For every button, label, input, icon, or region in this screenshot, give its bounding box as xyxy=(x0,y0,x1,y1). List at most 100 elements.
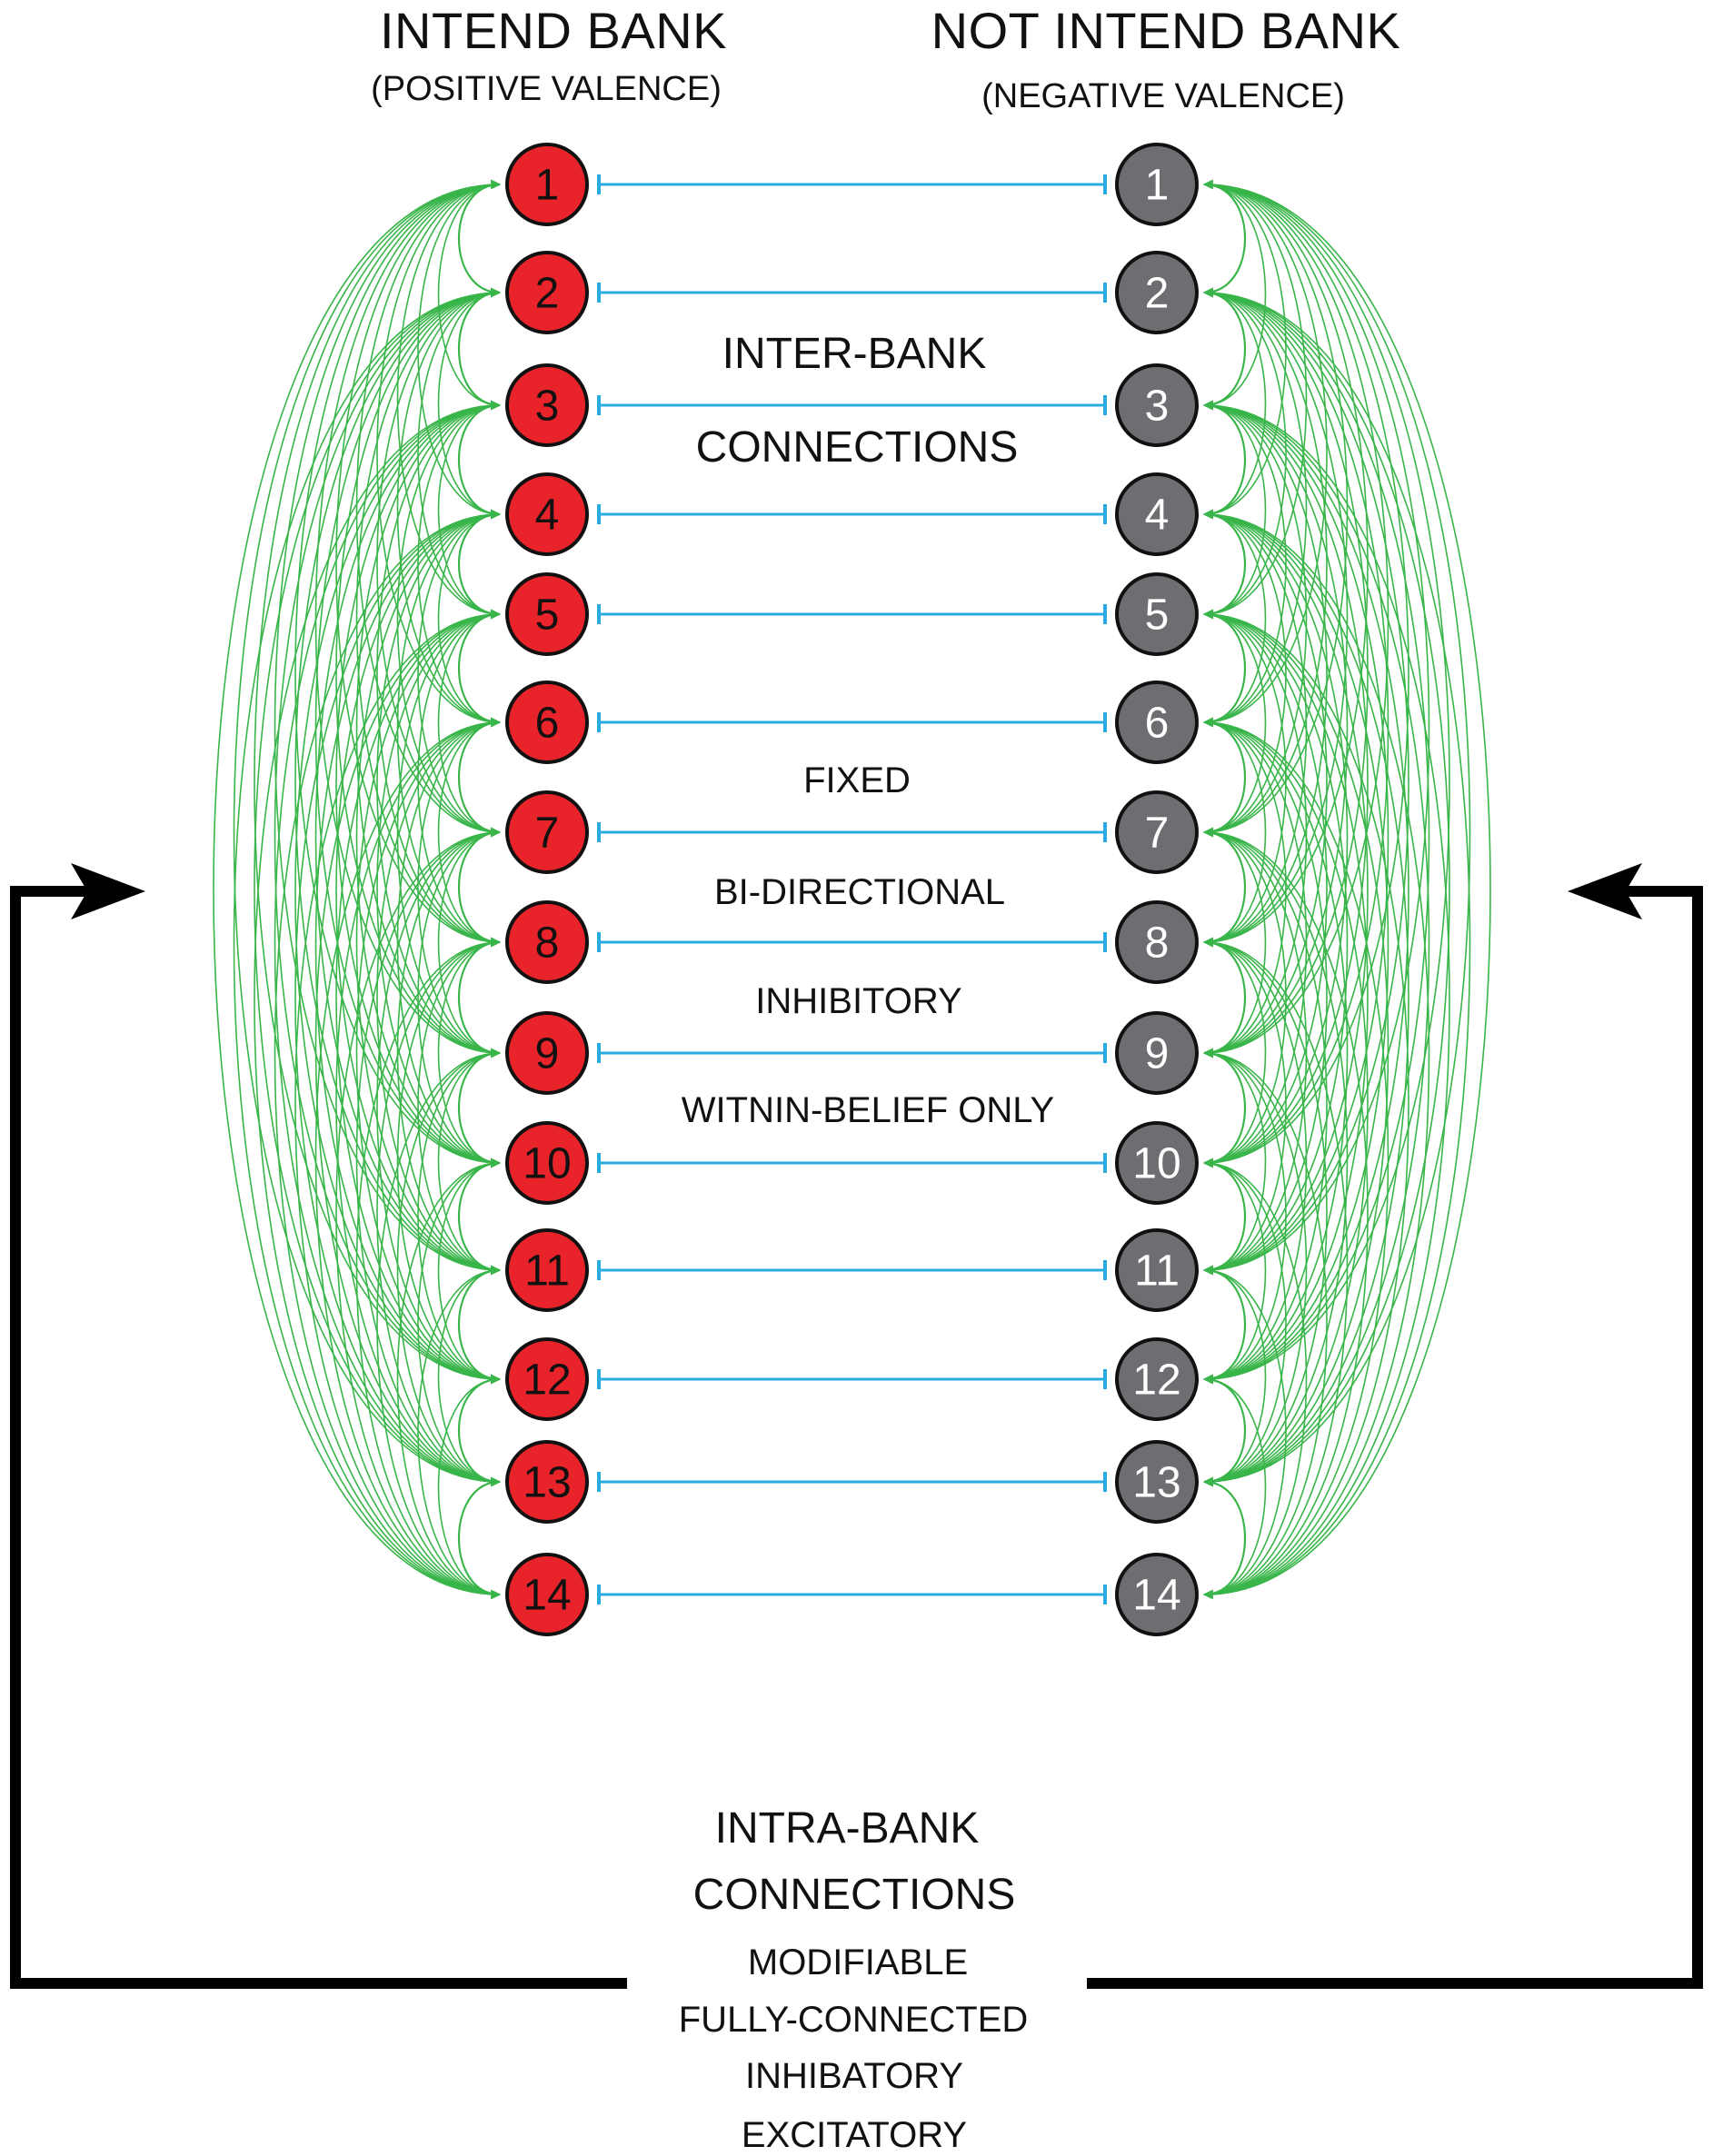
right-intra-arc-1-13 xyxy=(1203,181,1471,1485)
left-intra-arc-5-12 xyxy=(335,611,501,1383)
not-intend-node-7-circle xyxy=(1115,790,1199,874)
right-intra-arc-7-11 xyxy=(1203,829,1308,1274)
left-intra-arc-11-12 xyxy=(457,1265,502,1385)
not-intend-node-9: 9 xyxy=(1115,1011,1199,1095)
intend-node-13-label: 13 xyxy=(523,1459,571,1507)
not-intend-node-7-label: 7 xyxy=(1145,810,1170,858)
right-intra-arc-4-12 xyxy=(1203,511,1389,1383)
not-intend-node-13: 13 xyxy=(1115,1440,1199,1524)
right-intra-arc-5-12 xyxy=(1203,611,1369,1383)
left-intra-arc-1-10 xyxy=(294,181,501,1167)
not-intend-node-11-label: 11 xyxy=(1134,1247,1180,1296)
right-feedback-line xyxy=(1087,886,1703,1989)
not-intend-node-12-circle xyxy=(1115,1337,1199,1421)
left-intra-arc-8-12 xyxy=(396,939,501,1383)
right-intra-arc-1-3 xyxy=(1203,181,1267,409)
left-intra-arc-4-14 xyxy=(274,511,501,1598)
left-intra-arc-3-12 xyxy=(294,402,501,1383)
not-intend-node-10: 10 xyxy=(1115,1121,1199,1205)
left-intra-arc-2-13 xyxy=(254,289,501,1485)
left-intra-arc-2-7 xyxy=(376,289,501,836)
intend-node-11: 11 xyxy=(505,1228,589,1312)
left-intra-arc-6-8 xyxy=(437,719,501,946)
right-intra-arc-9-12 xyxy=(1203,1049,1287,1383)
left-intra-arc-2-6 xyxy=(396,289,501,726)
not-intend-node-6-circle xyxy=(1115,681,1199,764)
intra-bank-connections xyxy=(213,179,1491,1600)
left-bank-title: INTEND BANK xyxy=(380,2,727,59)
left-intra-arc-4-7 xyxy=(417,511,501,836)
not-intend-node-13-circle xyxy=(1115,1440,1199,1524)
intend-node-12: 12 xyxy=(505,1337,589,1421)
right-intra-arc-11-12 xyxy=(1202,1265,1247,1385)
left-intra-arc-2-14 xyxy=(233,289,501,1598)
right-intra-arc-4-14 xyxy=(1203,511,1430,1598)
left-intra-arc-9-10 xyxy=(457,1048,502,1168)
right-intra-arc-9-13 xyxy=(1203,1049,1308,1485)
right-intra-arc-6-7 xyxy=(1202,717,1247,838)
not-intend-node-11: 11 xyxy=(1115,1228,1199,1312)
right-intra-arc-7-12 xyxy=(1203,829,1328,1383)
left-intra-arc-1-2 xyxy=(457,179,502,298)
left-intra-arc-6-9 xyxy=(417,719,501,1057)
inter-bank-connections xyxy=(597,174,1107,1605)
right-intra-arc-2-12 xyxy=(1203,289,1430,1383)
right-intra-arc-2-8 xyxy=(1203,289,1349,946)
right-intra-arc-5-8 xyxy=(1203,611,1287,946)
right-intra-arc-1-14 xyxy=(1203,181,1491,1598)
left-feedback-line xyxy=(10,886,627,1989)
intend-node-8: 8 xyxy=(505,900,589,984)
left-intra-arc-1-12 xyxy=(254,181,501,1383)
intend-node-6-label: 6 xyxy=(535,700,560,748)
right-intra-arc-2-3 xyxy=(1202,287,1247,411)
right-intra-arc-10-11 xyxy=(1202,1157,1247,1276)
left-intra-arc-7-9 xyxy=(437,829,501,1057)
right-intra-arc-4-9 xyxy=(1203,511,1328,1057)
left-intra-arc-6-11 xyxy=(376,719,501,1274)
left-intra-arc-9-11 xyxy=(437,1049,501,1274)
right-intra-arc-9-14 xyxy=(1203,1049,1328,1598)
right-intra-arc-8-14 xyxy=(1203,939,1349,1598)
right-intra-arc-7-13 xyxy=(1203,829,1349,1485)
not-intend-node-8-label: 8 xyxy=(1145,919,1170,968)
not-intend-node-14-label: 14 xyxy=(1132,1572,1180,1620)
left-intra-arc-7-10 xyxy=(417,829,501,1167)
left-intra-arc-6-13 xyxy=(335,719,501,1485)
intend-node-8-circle xyxy=(505,900,589,984)
intend-node-14: 14 xyxy=(505,1553,589,1636)
left-intra-arc-1-6 xyxy=(376,181,501,726)
inter-bank-heading-line1: INTER-BANK xyxy=(722,330,987,378)
left-intra-arc-2-11 xyxy=(294,289,501,1274)
intend-node-14-label: 14 xyxy=(523,1572,571,1620)
not-intend-node-11-circle xyxy=(1115,1228,1199,1312)
not-intend-node-13-label: 13 xyxy=(1132,1459,1180,1507)
intend-node-1-label: 1 xyxy=(535,162,560,210)
intend-node-12-label: 12 xyxy=(523,1356,571,1405)
intra-bank-property-inhibatory: INHIBATORY xyxy=(744,2056,964,2096)
not-intend-node-12: 12 xyxy=(1115,1337,1199,1421)
left-intra-arc-9-14 xyxy=(376,1049,501,1598)
intend-node-10-label: 10 xyxy=(523,1140,571,1188)
left-intra-arc-11-14 xyxy=(417,1267,501,1598)
left-intra-arc-4-6 xyxy=(437,511,501,726)
left-intra-arc-1-14 xyxy=(213,181,501,1598)
left-intra-arc-13-14 xyxy=(457,1476,502,1600)
intend-node-4-label: 4 xyxy=(535,492,560,540)
intend-node-6: 6 xyxy=(505,681,589,764)
intend-node-9: 9 xyxy=(505,1011,589,1095)
not-intend-node-9-circle xyxy=(1115,1011,1199,1095)
left-feedback-arrowhead xyxy=(71,863,145,919)
right-intra-arc-6-9 xyxy=(1203,719,1287,1057)
left-intra-arc-5-13 xyxy=(314,611,501,1485)
intra-bank-property-excitatory: EXCITATORY xyxy=(741,2115,968,2155)
intra-bank-property-modifiable: MODIFIABLE xyxy=(747,1942,969,1982)
right-intra-arc-10-13 xyxy=(1203,1159,1287,1485)
left-intra-arc-6-10 xyxy=(396,719,501,1167)
right-intra-arc-8-10 xyxy=(1203,939,1267,1167)
left-intra-arc-3-4 xyxy=(457,400,502,520)
intend-node-13: 13 xyxy=(505,1440,589,1524)
intra-bank-property-fully-connected: FULLY-CONNECTED xyxy=(678,2000,1029,2040)
right-intra-arc-1-6 xyxy=(1203,181,1328,726)
right-intra-arc-6-14 xyxy=(1203,719,1389,1598)
